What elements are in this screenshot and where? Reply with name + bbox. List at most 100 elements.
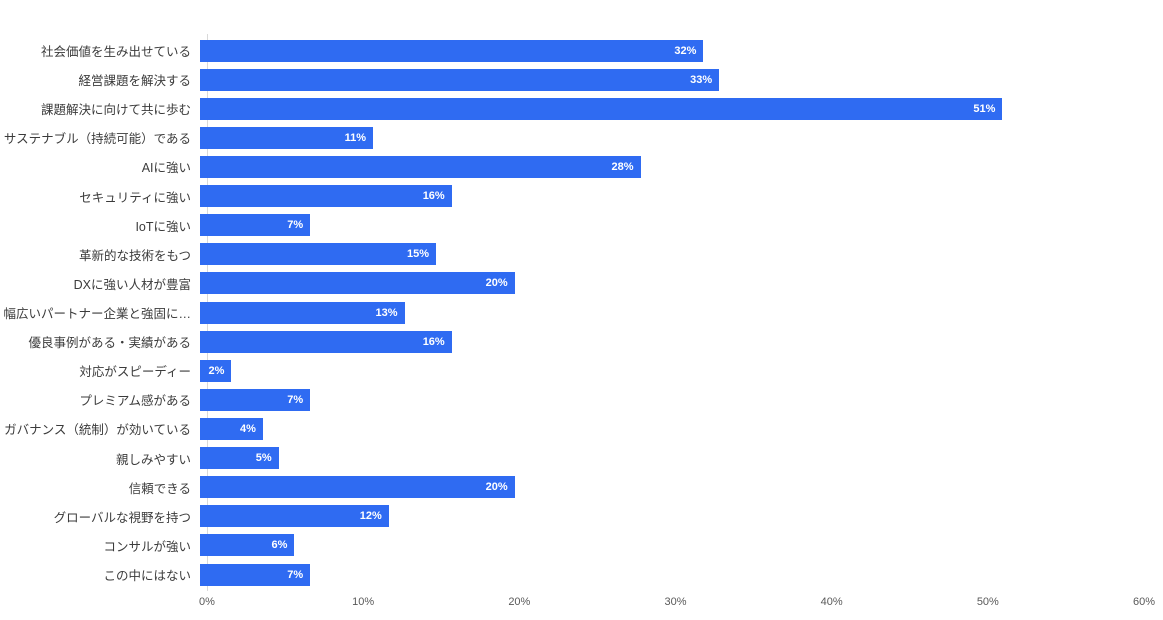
value-label: 6% xyxy=(271,539,288,552)
bar: 33% xyxy=(200,68,720,91)
x-tick-label: 50% xyxy=(976,596,999,608)
value-label: 32% xyxy=(674,44,697,57)
category-label: この中にはない xyxy=(103,569,191,584)
value-label: 16% xyxy=(422,335,445,348)
x-tick-label: 60% xyxy=(1132,596,1156,608)
value-label: 16% xyxy=(422,190,445,203)
bar-track: 12% xyxy=(200,505,1144,528)
category-label: 社会価値を生み出せている xyxy=(40,45,191,60)
value-label: 2% xyxy=(208,364,225,377)
bar-track: 28% xyxy=(200,155,1144,178)
x-axis: 0% 10% 20% 30% 40% 50% 60% xyxy=(199,596,1155,616)
chart-row: 幅広いパートナー企業と強固に… 13% xyxy=(0,298,1144,327)
value-label: 51% xyxy=(973,102,996,115)
bar-track: 13% xyxy=(200,301,1144,324)
bar-track: 16% xyxy=(200,330,1144,353)
bar: 7% xyxy=(200,214,311,237)
chart-row: サステナブル（持続可能）である 11% xyxy=(0,123,1144,152)
chart-row: 課題解決に向けて共に歩む 51% xyxy=(0,94,1144,123)
value-label: 13% xyxy=(375,306,398,319)
bar-track: 2% xyxy=(200,359,1144,382)
bar: 11% xyxy=(200,126,374,149)
x-tick-label: 0% xyxy=(199,596,215,608)
category-label: グローバルな視野を持つ xyxy=(53,510,191,525)
chart-row: IoTに強い 7% xyxy=(0,211,1144,240)
value-label: 7% xyxy=(287,219,304,232)
x-tick-label: 10% xyxy=(352,596,375,608)
chart-row: コンサルが強い 6% xyxy=(0,531,1144,560)
bar-track: 15% xyxy=(200,243,1144,266)
bar: 4% xyxy=(200,417,263,440)
chart-row: セキュリティに強い 16% xyxy=(0,182,1144,211)
bar: 20% xyxy=(200,272,515,295)
category-label: DXに強い人材が豊富 xyxy=(73,277,191,292)
bar: 6% xyxy=(200,534,295,557)
chart-row: 信頼できる 20% xyxy=(0,473,1144,502)
bar: 28% xyxy=(200,155,641,178)
chart-row: グローバルな視野を持つ 12% xyxy=(0,502,1144,531)
bar-track: 5% xyxy=(200,447,1144,470)
category-label: コンサルが強い xyxy=(103,539,191,554)
x-tick-label: 30% xyxy=(664,596,687,608)
bar-track: 4% xyxy=(200,417,1144,440)
value-label: 7% xyxy=(287,393,304,406)
bar-track: 11% xyxy=(200,126,1144,149)
value-label: 20% xyxy=(485,277,508,290)
bar: 15% xyxy=(200,243,436,266)
bar-track: 16% xyxy=(200,185,1144,208)
chart-row: 社会価値を生み出せている 32% xyxy=(0,36,1144,65)
bar-track: 51% xyxy=(200,97,1144,120)
value-label: 7% xyxy=(287,568,304,581)
value-label: 5% xyxy=(255,452,272,465)
value-label: 15% xyxy=(406,248,429,261)
category-label: 対応がスピーディー xyxy=(79,365,191,380)
category-label: AIに強い xyxy=(141,161,191,176)
bar: 51% xyxy=(200,97,1003,120)
category-label: 優良事例がある・実績がある xyxy=(28,336,191,351)
chart-row: 経営課題を解決する 33% xyxy=(0,65,1144,94)
category-label: 課題解決に向けて共に歩む xyxy=(40,103,191,118)
category-label: 経営課題を解決する xyxy=(78,74,191,89)
bar-track: 32% xyxy=(200,39,1144,62)
bar: 32% xyxy=(200,39,704,62)
bar: 2% xyxy=(200,359,232,382)
category-label: IoTに強い xyxy=(135,219,191,234)
chart-row: 革新的な技術をもつ 15% xyxy=(0,240,1144,269)
bar: 5% xyxy=(200,447,279,470)
bar: 13% xyxy=(200,301,405,324)
chart-row: プレミアム感がある 7% xyxy=(0,385,1144,414)
chart-row: 優良事例がある・実績がある 16% xyxy=(0,327,1144,356)
category-label: 親しみやすい xyxy=(115,452,191,467)
bar-track: 33% xyxy=(200,68,1144,91)
category-label: サステナブル（持続可能）である xyxy=(3,132,191,147)
bar: 16% xyxy=(200,185,452,208)
bar-rows: 社会価値を生み出せている 32% 経営課題を解決する 33% 課題解決に向けて共に歩む 5… xyxy=(0,36,1144,589)
category-label: プレミアム感がある xyxy=(79,394,191,409)
bar: 16% xyxy=(200,330,452,353)
value-label: 33% xyxy=(690,73,713,86)
value-label: 12% xyxy=(359,510,382,523)
bar-track: 6% xyxy=(200,534,1144,557)
bar-track: 7% xyxy=(200,388,1144,411)
bar: 20% xyxy=(200,476,515,499)
value-label: 4% xyxy=(240,422,256,435)
value-label: 28% xyxy=(611,160,634,173)
chart-row: DXに強い人材が豊富 20% xyxy=(0,269,1144,298)
category-label: ガバナンス（統制）が効いている xyxy=(4,423,191,438)
chart-row: ガバナンス（統制）が効いている 4% xyxy=(0,414,1144,443)
category-label: 革新的な技術をもつ xyxy=(78,248,191,263)
chart-row: 対応がスピーディー 2% xyxy=(0,356,1144,385)
chart-row: AIに強い 28% xyxy=(0,152,1144,181)
chart-row: この中にはない 7% xyxy=(0,560,1144,589)
category-label: セキュリティに強い xyxy=(79,190,191,205)
category-label: 幅広いパートナー企業と強固に… xyxy=(3,307,191,322)
bar-track: 20% xyxy=(200,476,1144,499)
chart-row: 親しみやすい 5% xyxy=(0,444,1144,473)
bar-track: 7% xyxy=(200,563,1144,586)
bar-track: 20% xyxy=(200,272,1144,295)
bar: 7% xyxy=(200,388,311,411)
bar: 12% xyxy=(200,505,389,528)
category-label: 信頼できる xyxy=(128,481,191,496)
value-label: 11% xyxy=(344,131,367,144)
